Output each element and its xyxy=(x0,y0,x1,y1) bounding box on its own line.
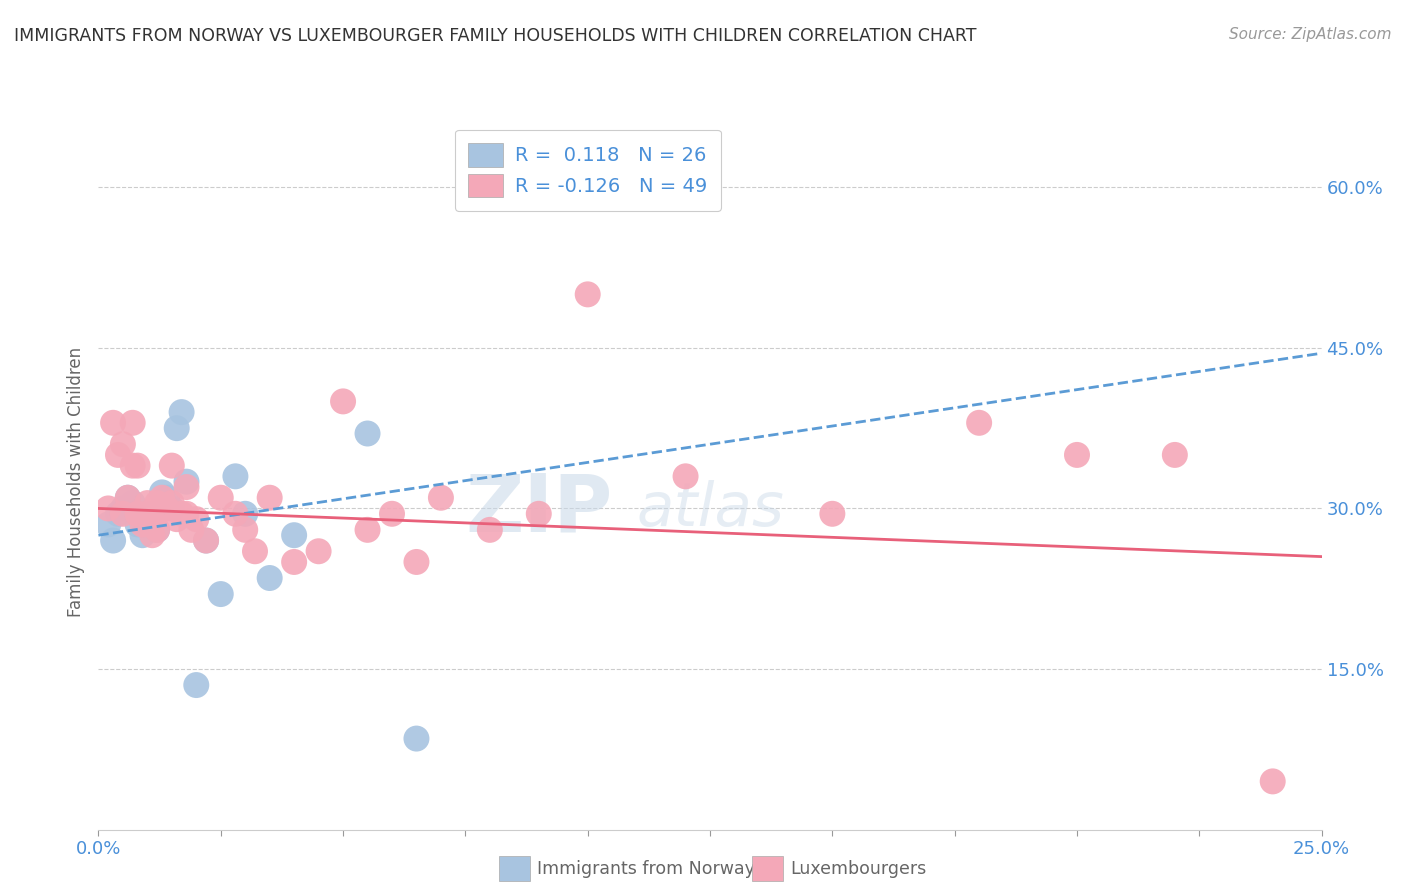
Point xyxy=(176,475,198,489)
Point xyxy=(107,507,129,521)
Text: ZIP: ZIP xyxy=(465,470,612,549)
Point xyxy=(186,678,208,692)
Point xyxy=(156,491,179,505)
Point xyxy=(121,416,143,430)
Point xyxy=(136,496,159,510)
Point xyxy=(195,533,218,548)
Point xyxy=(527,507,550,521)
Point xyxy=(121,458,143,473)
Point xyxy=(156,501,179,516)
Point xyxy=(111,501,134,516)
Point xyxy=(283,528,305,542)
Point xyxy=(131,528,153,542)
Point xyxy=(195,533,218,548)
Point xyxy=(141,507,163,521)
Point xyxy=(1066,448,1088,462)
Point xyxy=(259,491,281,505)
Point xyxy=(405,731,427,746)
Point xyxy=(675,469,697,483)
Point xyxy=(160,458,183,473)
Point xyxy=(160,501,183,516)
Point xyxy=(259,571,281,585)
Point xyxy=(97,517,120,532)
Y-axis label: Family Households with Children: Family Households with Children xyxy=(66,347,84,616)
Point xyxy=(209,491,232,505)
Point xyxy=(478,523,501,537)
Point xyxy=(1164,448,1187,462)
Point xyxy=(160,496,183,510)
Point xyxy=(209,587,232,601)
Point xyxy=(97,501,120,516)
Point xyxy=(224,507,246,521)
Text: Luxembourgers: Luxembourgers xyxy=(790,860,927,878)
Point xyxy=(967,416,990,430)
Point xyxy=(243,544,266,558)
Point xyxy=(146,496,169,510)
Legend: R =  0.118   N = 26, R = -0.126   N = 49: R = 0.118 N = 26, R = -0.126 N = 49 xyxy=(454,129,721,211)
Point xyxy=(405,555,427,569)
Point xyxy=(224,469,246,483)
Point xyxy=(111,437,134,451)
Point xyxy=(101,533,124,548)
Point xyxy=(111,507,134,521)
Point xyxy=(146,523,169,537)
Point xyxy=(180,523,202,537)
Point xyxy=(381,507,404,521)
Text: atlas: atlas xyxy=(637,480,785,539)
Point xyxy=(117,491,139,505)
Point xyxy=(176,507,198,521)
Point xyxy=(127,458,149,473)
Point xyxy=(150,491,173,505)
Point xyxy=(136,507,159,521)
Point xyxy=(141,512,163,526)
Point xyxy=(576,287,599,301)
Point xyxy=(821,507,844,521)
Point xyxy=(186,512,208,526)
Point xyxy=(170,507,193,521)
Point xyxy=(356,426,378,441)
Point xyxy=(332,394,354,409)
Point xyxy=(1261,774,1284,789)
Point xyxy=(136,512,159,526)
Text: Source: ZipAtlas.com: Source: ZipAtlas.com xyxy=(1229,27,1392,42)
Point xyxy=(150,485,173,500)
Point xyxy=(283,555,305,569)
Point xyxy=(117,491,139,505)
Point xyxy=(141,528,163,542)
Point xyxy=(107,448,129,462)
Point xyxy=(170,405,193,419)
Point xyxy=(131,517,153,532)
Text: Immigrants from Norway: Immigrants from Norway xyxy=(537,860,755,878)
Point xyxy=(233,507,256,521)
Point xyxy=(127,507,149,521)
Point xyxy=(127,517,149,532)
Point xyxy=(166,512,188,526)
Point xyxy=(233,523,256,537)
Point xyxy=(176,480,198,494)
Point xyxy=(146,523,169,537)
Point xyxy=(356,523,378,537)
Point xyxy=(430,491,453,505)
Point xyxy=(121,496,143,510)
Point xyxy=(166,421,188,435)
Point xyxy=(101,416,124,430)
Text: IMMIGRANTS FROM NORWAY VS LUXEMBOURGER FAMILY HOUSEHOLDS WITH CHILDREN CORRELATI: IMMIGRANTS FROM NORWAY VS LUXEMBOURGER F… xyxy=(14,27,977,45)
Point xyxy=(308,544,330,558)
